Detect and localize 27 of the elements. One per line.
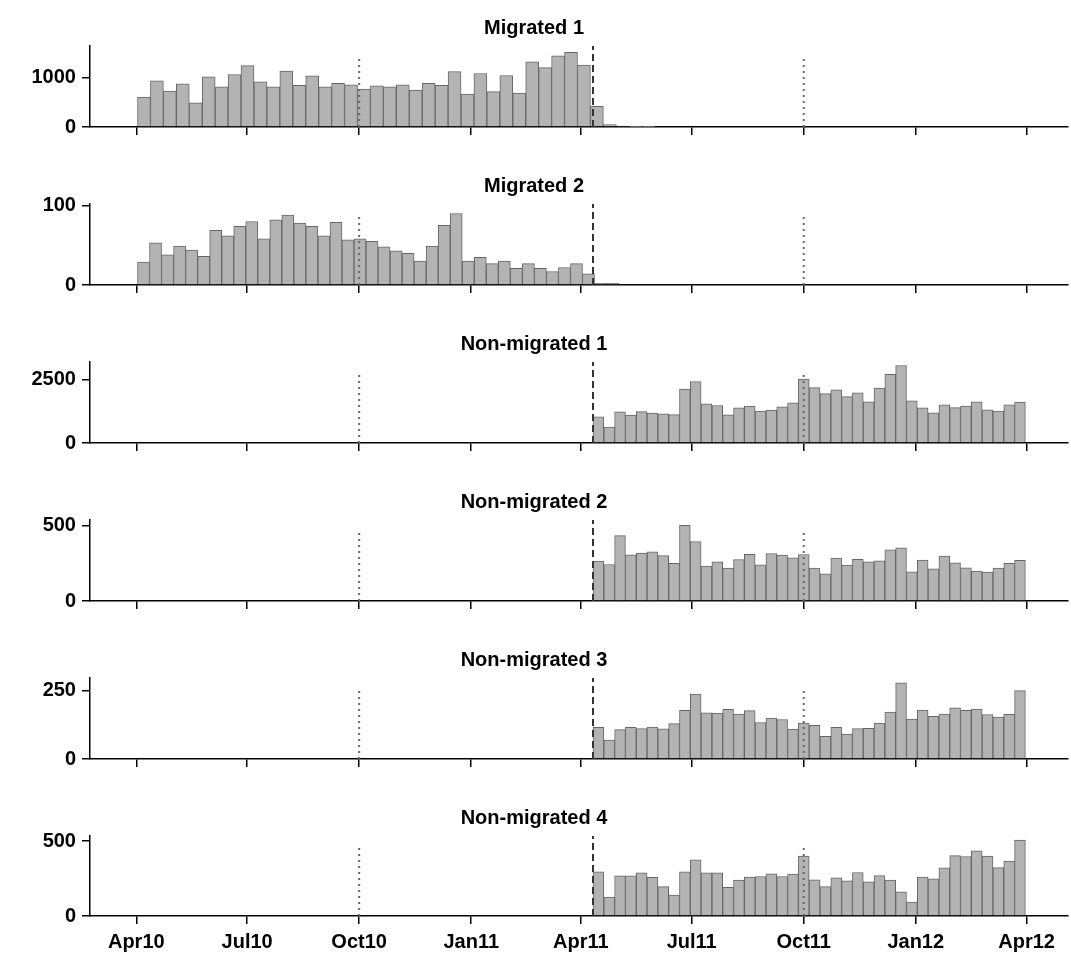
- x-tick-label: Jan12: [887, 929, 945, 952]
- x-tick-label: Apr11: [553, 929, 609, 952]
- y-tick-label: 100: [42, 193, 76, 216]
- y-tick-label: 0: [64, 903, 76, 926]
- x-tick-label: Apr10: [107, 929, 165, 952]
- y-tick-label: 0: [64, 746, 76, 769]
- y-tick-label: 500: [42, 512, 76, 535]
- y-tick-label: 0: [64, 272, 76, 295]
- chart-title: Non-migrated 3: [460, 647, 608, 670]
- y-tick-label: 0: [64, 588, 76, 611]
- x-tick-label: Jul11: [666, 929, 717, 952]
- y-tick-label: 0: [64, 430, 76, 453]
- y-tick-label: 0: [64, 114, 76, 137]
- chart-title: Non-migrated 1: [460, 331, 608, 354]
- chart-title: Non-migrated 2: [460, 489, 608, 512]
- y-tick-label: 2500: [31, 367, 76, 390]
- x-tick-label: Oct11: [776, 929, 831, 952]
- x-tick-label: Apr12: [998, 929, 1055, 952]
- y-tick-label: 1000: [31, 65, 76, 88]
- chart-title: Migrated 2: [483, 173, 585, 196]
- chart-title: Non-migrated 4: [460, 805, 609, 828]
- chart-title: Migrated 1: [483, 15, 585, 38]
- x-tick-label: Jan11: [443, 929, 500, 952]
- y-tick-label: 500: [42, 828, 76, 851]
- y-tick-label: 250: [42, 677, 76, 700]
- x-tick-label: Oct10: [331, 929, 387, 952]
- x-tick-label: Jul10: [221, 929, 273, 952]
